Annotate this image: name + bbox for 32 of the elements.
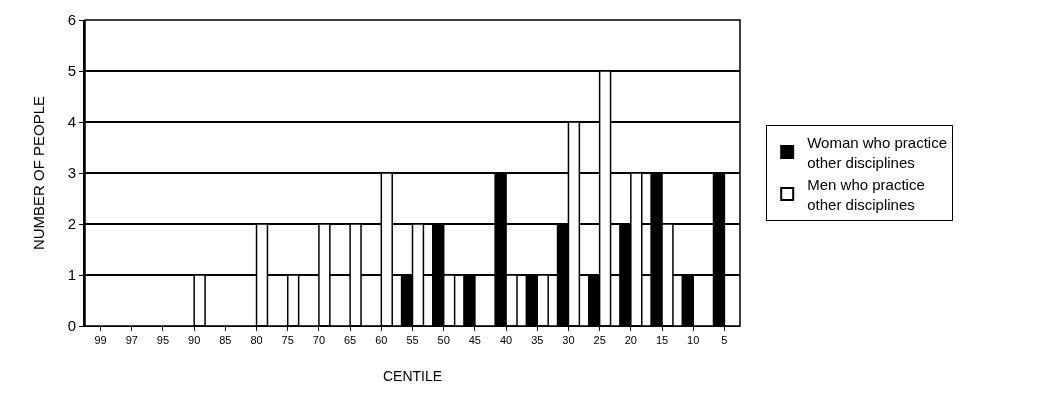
x-tick-label: 95 (156, 334, 170, 347)
x-tick-label: 50 (437, 334, 450, 347)
x-tick-label: 99 (94, 334, 107, 347)
x-tick-label: 80 (250, 334, 263, 347)
legend-label: Woman who practice other disciplines (807, 134, 947, 171)
x-tick-label: 90 (188, 334, 201, 347)
x-tick-label: 15 (655, 334, 669, 347)
x-tick-label: 55 (406, 334, 419, 347)
y-tick-label: 2 (67, 215, 76, 233)
x-tick-label: 5 (721, 334, 728, 347)
x-tick-label: 60 (375, 334, 388, 347)
y-tick-label: 4 (67, 113, 76, 131)
x-axis-title: CENTILE (382, 367, 443, 384)
x-tick-label: 65 (343, 334, 357, 347)
x-tick-label: 30 (562, 334, 575, 347)
x-tick-label: 40 (499, 334, 513, 347)
x-tick-label: 45 (468, 334, 482, 347)
x-tick-label: 35 (531, 334, 544, 347)
x-tick-label: 97 (125, 334, 138, 347)
y-tick-label: 0 (67, 317, 76, 335)
y-tick-label: 3 (67, 164, 76, 182)
x-tick-label: 20 (624, 334, 637, 347)
x-tick-label: 10 (687, 334, 700, 347)
y-axis-title: NUMBER OF PEOPLE (30, 95, 47, 251)
legend-label: Men who practice other disciplines (807, 176, 925, 213)
y-tick-label: 6 (67, 11, 76, 29)
x-tick-label: 75 (281, 334, 294, 347)
x-tick-label: 25 (593, 334, 606, 347)
x-tick-label: 85 (219, 334, 232, 347)
x-tick-label: 70 (312, 334, 326, 347)
y-tick-label: 5 (67, 62, 76, 80)
y-tick-label: 1 (67, 266, 76, 284)
